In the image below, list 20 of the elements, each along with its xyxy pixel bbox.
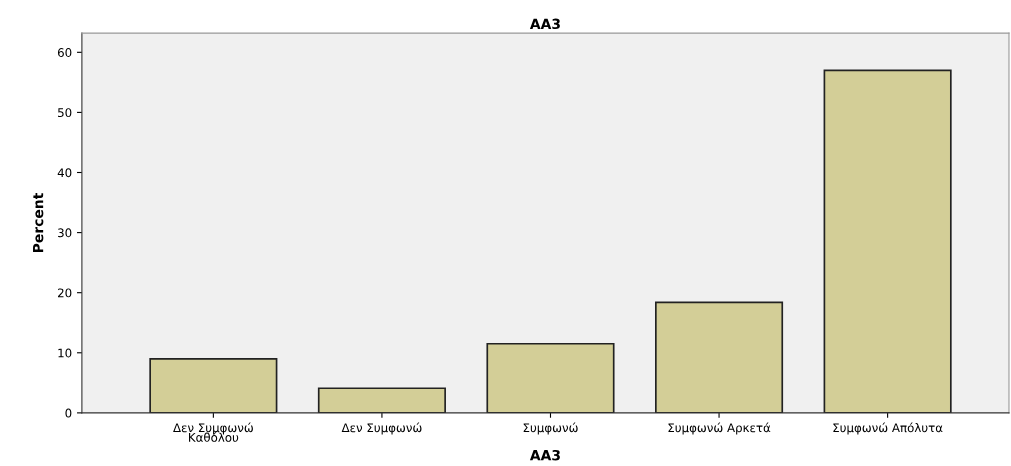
- x-tick-label: Δεν Συμφωνώ: [341, 422, 422, 435]
- x-tick-label: Δεν Συμφωνώ Καθόλου: [173, 422, 253, 442]
- y-axis-title: Percent: [33, 192, 44, 253]
- chart-title: AA3: [529, 18, 560, 30]
- y-tick-label: 0: [65, 408, 72, 418]
- bar: [823, 69, 952, 413]
- bar: [486, 342, 615, 413]
- y-tick-label: 50: [58, 108, 72, 118]
- bar: [149, 357, 278, 413]
- y-tick-label: 20: [58, 288, 72, 298]
- x-tick-label: Συμφωνώ: [523, 422, 578, 435]
- x-axis-title: AA3: [529, 449, 560, 461]
- y-tick-label: 40: [57, 168, 72, 178]
- bar: [655, 301, 784, 413]
- y-tick-label: 30: [58, 228, 72, 238]
- x-tick-label: Συμφωνώ Αρκετά: [668, 422, 771, 435]
- y-tick-label: 10: [58, 348, 72, 358]
- x-tick-label: Συμφωνώ Απόλυτα: [833, 422, 943, 435]
- y-tick-label: 60: [57, 48, 72, 57]
- bar: [317, 387, 446, 413]
